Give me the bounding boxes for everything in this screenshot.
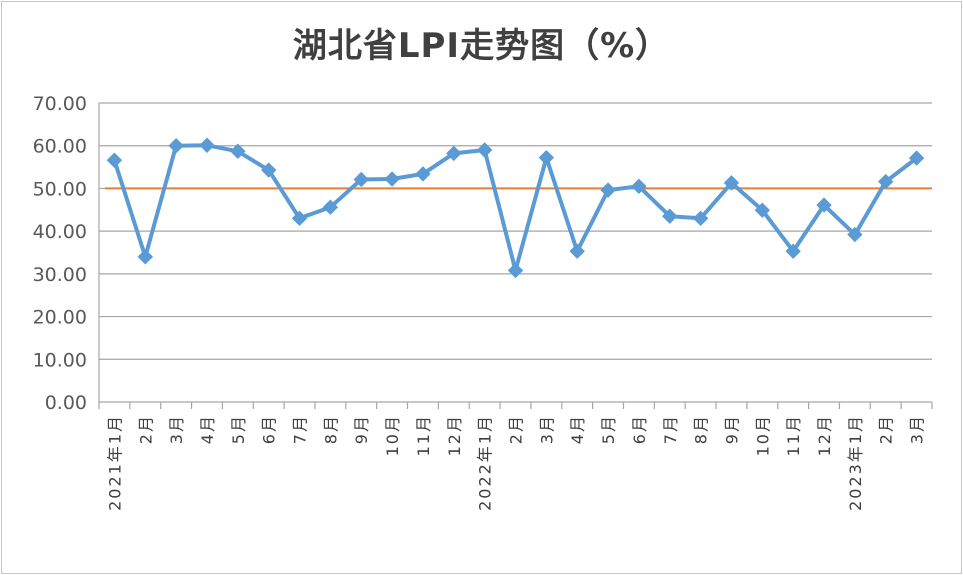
x-tick-label: 3月 — [908, 414, 927, 444]
x-tick-label: 11月 — [784, 414, 803, 456]
x-tick-label: 5月 — [229, 414, 248, 444]
data-point — [662, 208, 678, 224]
x-tick-label: 2月 — [877, 414, 896, 444]
y-tick-label: 70.00 — [33, 93, 87, 115]
data-point — [168, 138, 184, 154]
x-tick-label: 2021年1月 — [105, 414, 124, 511]
x-tick-label: 9月 — [352, 414, 371, 444]
x-tick-label: 3月 — [537, 414, 556, 444]
x-tick-label: 11月 — [414, 414, 433, 456]
data-point — [816, 197, 832, 213]
data-point — [291, 210, 308, 227]
x-tick-label: 8月 — [321, 414, 340, 444]
data-point — [199, 137, 215, 153]
data-point — [631, 178, 647, 194]
x-tick-label: 5月 — [599, 414, 618, 444]
y-tick-label: 30.00 — [33, 264, 87, 286]
x-tick-label: 8月 — [692, 414, 711, 444]
x-tick-label: 4月 — [568, 414, 587, 444]
y-tick-label: 20.00 — [33, 307, 87, 329]
x-tick-label: 2023年1月 — [846, 414, 865, 511]
chart-title: 湖北省LPI走势图（%） — [292, 26, 671, 66]
x-tick-label: 4月 — [198, 414, 217, 444]
data-point — [507, 262, 524, 279]
x-tick-label: 3月 — [167, 414, 186, 444]
x-tick-label: 2月 — [507, 414, 526, 444]
x-tick-label: 2月 — [136, 414, 155, 444]
data-point — [476, 142, 493, 158]
x-tick-label: 10月 — [753, 414, 772, 456]
data-point — [878, 173, 894, 190]
data-point — [106, 152, 123, 168]
x-tick-label: 2022年1月 — [476, 414, 495, 511]
x-tick-label: 7月 — [661, 414, 680, 444]
y-tick-label: 50.00 — [33, 178, 87, 200]
x-tick-label: 6月 — [630, 414, 649, 444]
x-tick-label: 7月 — [291, 414, 310, 444]
data-point — [692, 210, 709, 227]
data-point — [538, 149, 555, 166]
data-point — [384, 171, 400, 187]
y-tick-label: 60.00 — [33, 136, 87, 158]
x-tick-label: 12月 — [445, 414, 464, 456]
x-tick-label: 10月 — [383, 414, 402, 456]
y-tick-label: 40.00 — [33, 221, 87, 243]
x-tick-label: 9月 — [722, 414, 741, 444]
data-point — [847, 226, 863, 243]
data-point — [600, 182, 616, 198]
data-point — [785, 243, 801, 259]
data-point — [230, 143, 246, 159]
data-point — [260, 162, 277, 178]
data-point — [353, 171, 369, 188]
data-point — [754, 202, 771, 218]
data-point — [137, 249, 153, 265]
y-tick-label: 10.00 — [33, 349, 87, 371]
data-point — [569, 243, 585, 259]
data-point — [415, 166, 431, 182]
x-tick-label: 6月 — [260, 414, 279, 444]
data-point — [908, 150, 925, 166]
data-point — [723, 175, 740, 191]
data-point — [446, 145, 462, 162]
data-point — [322, 199, 339, 215]
y-tick-label: 0.00 — [45, 392, 87, 414]
x-tick-label: 12月 — [815, 414, 834, 456]
